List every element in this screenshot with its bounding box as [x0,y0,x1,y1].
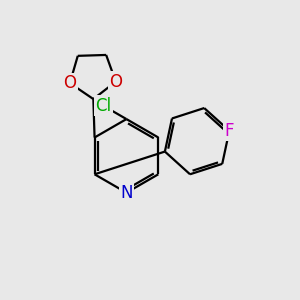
Text: N: N [120,184,133,202]
Text: F: F [225,122,234,140]
Text: O: O [63,74,76,92]
Text: Cl: Cl [95,97,112,115]
Text: O: O [109,73,122,91]
